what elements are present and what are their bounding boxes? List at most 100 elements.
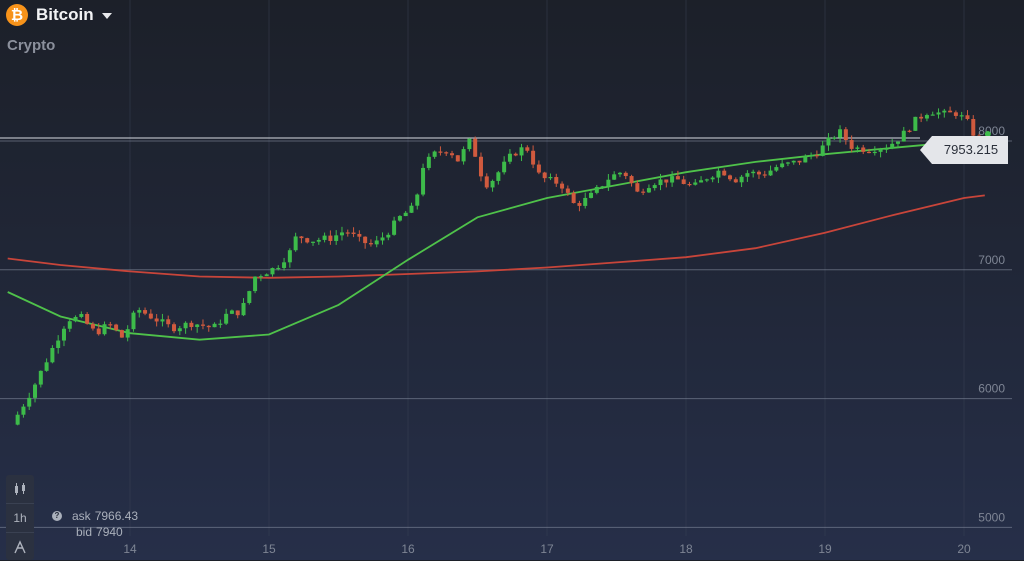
candle-body <box>612 174 617 180</box>
candle-body <box>948 110 953 113</box>
chart-toolbar: 1h <box>6 475 34 560</box>
candle-body <box>525 147 530 151</box>
candle-body <box>241 302 246 316</box>
candle-body <box>751 171 756 174</box>
candle-body <box>73 316 78 322</box>
candle-body <box>264 274 269 277</box>
candle-body <box>496 172 501 181</box>
candle-body <box>386 234 391 238</box>
candle-body <box>206 325 211 328</box>
current-price: 7953.215 <box>943 142 999 157</box>
bitcoin-icon: ₿ <box>6 4 28 26</box>
candle-body <box>583 197 588 206</box>
candle-body <box>21 406 26 415</box>
candle-body <box>971 119 976 136</box>
candle-body <box>728 175 733 180</box>
x-tick-label: 15 <box>262 542 276 556</box>
candle-body <box>305 238 310 243</box>
candle-body <box>467 138 472 150</box>
candle-body <box>872 151 877 154</box>
chevron-down-icon[interactable] <box>101 13 112 19</box>
candles-icon[interactable] <box>6 475 34 504</box>
candle-body <box>942 110 947 113</box>
x-tick-label: 17 <box>540 542 554 556</box>
candle-body <box>785 162 790 164</box>
grid-lines <box>0 0 1012 536</box>
candle-body <box>96 328 101 335</box>
candle-body <box>102 324 107 335</box>
candle-body <box>311 241 316 243</box>
candle-body <box>739 176 744 183</box>
candle-body <box>571 192 576 204</box>
candle-body <box>519 147 524 156</box>
candle-body <box>143 310 148 314</box>
candle-body <box>756 171 761 175</box>
candle-body <box>629 176 634 184</box>
candle-body <box>195 324 200 328</box>
candle-body <box>907 130 912 132</box>
candle-body <box>699 180 704 183</box>
timeframe-button[interactable]: 1h <box>6 504 34 533</box>
asset-name[interactable]: Bitcoin <box>36 5 94 24</box>
candle-body <box>867 151 872 154</box>
candle-body <box>50 347 55 363</box>
candle-body <box>380 237 385 241</box>
candle-body <box>652 185 657 189</box>
candle-body <box>895 141 900 144</box>
candle-body <box>809 155 814 157</box>
candle-body <box>258 276 263 278</box>
candle-body <box>154 318 159 322</box>
candle-body <box>27 397 32 407</box>
candle-body <box>397 216 402 221</box>
asset-category: Crypto <box>7 37 56 54</box>
candle-body <box>791 160 796 163</box>
candle-body <box>90 323 95 329</box>
candle-body <box>200 324 205 326</box>
indicator-icon[interactable] <box>6 533 34 561</box>
candle-body <box>843 129 848 141</box>
candle-body <box>722 170 727 176</box>
candle-body <box>531 150 536 165</box>
candle-body <box>542 172 547 179</box>
candle-body <box>565 188 570 193</box>
y-tick-label: 6000 <box>978 382 1005 396</box>
candle-body <box>131 312 136 330</box>
candle-body <box>328 235 333 241</box>
candle-body <box>403 212 408 217</box>
candle-body <box>79 314 84 317</box>
candle-body <box>768 170 773 176</box>
candle-body <box>560 183 565 189</box>
candle-body <box>363 236 368 244</box>
help-icon[interactable]: ? <box>52 511 62 521</box>
bid-value: 7940 <box>96 525 123 539</box>
candle-body <box>681 179 686 184</box>
candle-body <box>646 188 651 193</box>
candle-body <box>820 145 825 156</box>
candle-body <box>930 114 935 116</box>
quote-info: ? ask 7966.43 bid 7940 <box>52 508 138 540</box>
candle-body <box>623 172 628 177</box>
x-tick-label: 19 <box>818 542 832 556</box>
x-tick-label: 18 <box>679 542 693 556</box>
candle-body <box>351 232 356 234</box>
candle-body <box>838 129 843 138</box>
candle-body <box>473 138 478 157</box>
candle-body <box>253 276 258 292</box>
candle-body <box>762 174 767 176</box>
asset-header[interactable]: ₿ Bitcoin <box>6 4 112 26</box>
candle-body <box>276 267 281 270</box>
candle-body <box>235 310 240 316</box>
candle-body <box>502 161 507 173</box>
candle-body <box>780 163 785 168</box>
candle-body <box>299 236 304 239</box>
candle-body <box>658 179 663 186</box>
current-price-tag: 7953.215 <box>920 136 1008 164</box>
candle-body <box>965 115 970 120</box>
candle-body <box>160 319 165 322</box>
candle-body <box>577 203 582 206</box>
candle-body <box>953 112 958 116</box>
candle-body <box>189 322 194 328</box>
candle-body <box>849 140 854 149</box>
candle-body <box>368 243 373 245</box>
